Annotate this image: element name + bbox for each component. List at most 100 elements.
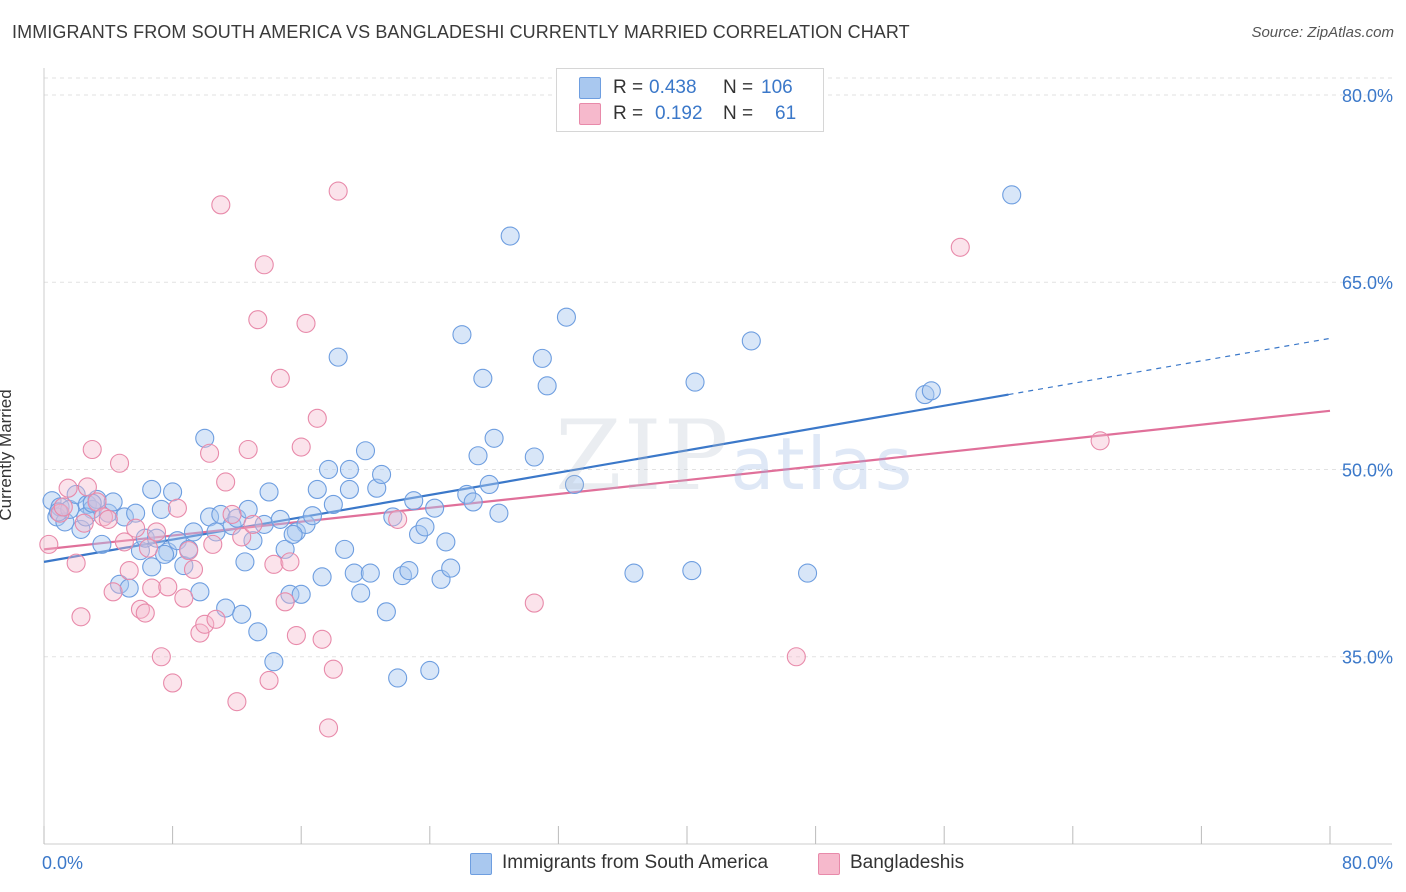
point-south-america [360, 563, 380, 583]
point-south-america [532, 348, 552, 368]
point-bangladeshi [174, 588, 194, 608]
point-bangladeshi [1090, 431, 1110, 451]
point-bangladeshi [312, 629, 332, 649]
point-south-america [425, 498, 445, 518]
point-bangladeshi [74, 513, 94, 533]
point-south-america [146, 528, 167, 548]
point-south-america [339, 459, 359, 480]
point-south-america [441, 558, 461, 578]
point-south-america [339, 479, 359, 500]
point-south-america [564, 474, 585, 495]
point-south-america [312, 567, 332, 587]
point-south-america [92, 534, 112, 554]
point-bangladeshi [82, 439, 102, 460]
point-south-america [195, 428, 215, 448]
point-bangladeshi [167, 498, 187, 518]
point-bangladeshi [200, 443, 220, 463]
y-axis-label: Currently Married [0, 389, 15, 521]
point-bangladeshi [286, 625, 306, 646]
point-south-america [264, 652, 284, 672]
point-bangladeshi [163, 673, 183, 693]
point-south-america [404, 491, 424, 511]
trend-line-south-america [43, 393, 1009, 563]
point-bangladeshi [259, 670, 279, 691]
point-south-america [259, 482, 279, 502]
point-south-america [119, 578, 139, 598]
point-south-america [537, 376, 557, 396]
point-bangladeshi [158, 577, 178, 597]
x-tick-label: 80.0% [1342, 853, 1393, 873]
point-south-america [103, 492, 123, 512]
point-bangladeshi [222, 504, 242, 524]
point-bangladeshi [138, 538, 159, 558]
point-south-america [232, 604, 252, 624]
tick-labels: 35.0% 50.0% 65.0% 80.0% 0.0% 80.0% [42, 86, 1393, 873]
point-south-america [286, 522, 306, 542]
point-bangladeshi [58, 478, 78, 498]
legend-r-label: R = [613, 103, 644, 124]
trend-line-south-america-extrapolated [1008, 337, 1331, 396]
point-south-america [798, 563, 818, 583]
point-bangladeshi [270, 368, 290, 388]
point-south-america [372, 464, 392, 485]
point-bangladeshi [183, 559, 204, 579]
legend-n-label: N = [723, 77, 754, 98]
point-south-america [392, 566, 413, 586]
y-tick-label: 65.0% [1342, 273, 1393, 293]
point-bangladeshi [98, 509, 118, 529]
point-south-america [248, 622, 268, 642]
trend-line-bangladeshis [43, 409, 1331, 551]
bottom-legend-label: Immigrants from South America [502, 852, 769, 873]
point-bangladeshi [203, 534, 223, 554]
y-tick-label: 50.0% [1342, 460, 1393, 480]
point-south-america [151, 499, 171, 519]
point-bangladeshi [66, 553, 86, 573]
point-bangladeshi [126, 518, 146, 538]
point-south-america [335, 539, 355, 559]
point-south-america [270, 509, 290, 529]
point-south-america [351, 583, 371, 603]
point-bangladeshi [275, 592, 295, 612]
point-south-america [479, 474, 499, 495]
point-bangladeshi [211, 195, 231, 215]
point-bangladeshi [190, 623, 210, 643]
point-bangladeshi [71, 607, 91, 627]
point-south-america [452, 325, 472, 345]
point-bangladeshi [103, 582, 123, 602]
point-south-america [190, 582, 210, 602]
point-south-america [235, 552, 255, 572]
point-bangladeshi [119, 561, 139, 581]
point-south-america [420, 660, 440, 681]
point-south-america [323, 494, 343, 514]
bottom-legend-label: Bangladeshis [850, 852, 965, 873]
point-bangladeshi [280, 552, 300, 572]
point-south-america [624, 563, 644, 583]
point-bangladeshi [248, 310, 268, 330]
point-bangladeshi [318, 718, 339, 738]
correlation-legend: R = 0.438 N = 106 R = 0.192 N = 61 [556, 68, 824, 132]
point-bangladeshi [114, 532, 134, 552]
point-south-america [155, 544, 175, 564]
point-bangladeshi [53, 497, 73, 517]
point-south-america [283, 524, 303, 544]
point-south-america [307, 479, 327, 500]
x-tick-label: 0.0% [42, 853, 83, 873]
point-bangladeshi [135, 603, 155, 623]
point-south-america [399, 561, 419, 581]
point-bangladeshi [264, 554, 284, 574]
point-south-america [142, 557, 162, 577]
point-south-america [110, 574, 130, 594]
point-bangladeshi [307, 408, 327, 428]
legend-n-label: N = [723, 103, 754, 124]
point-bangladeshi [786, 647, 806, 667]
point-south-america [376, 602, 396, 622]
point-bangladeshi [950, 237, 970, 257]
point-south-america [291, 584, 311, 604]
point-south-america [142, 479, 162, 500]
point-south-america [484, 428, 504, 448]
point-bangladeshi [195, 614, 215, 634]
legend-r-value: 0.192 [655, 103, 703, 124]
point-south-america [415, 517, 435, 537]
point-south-america [473, 368, 493, 388]
